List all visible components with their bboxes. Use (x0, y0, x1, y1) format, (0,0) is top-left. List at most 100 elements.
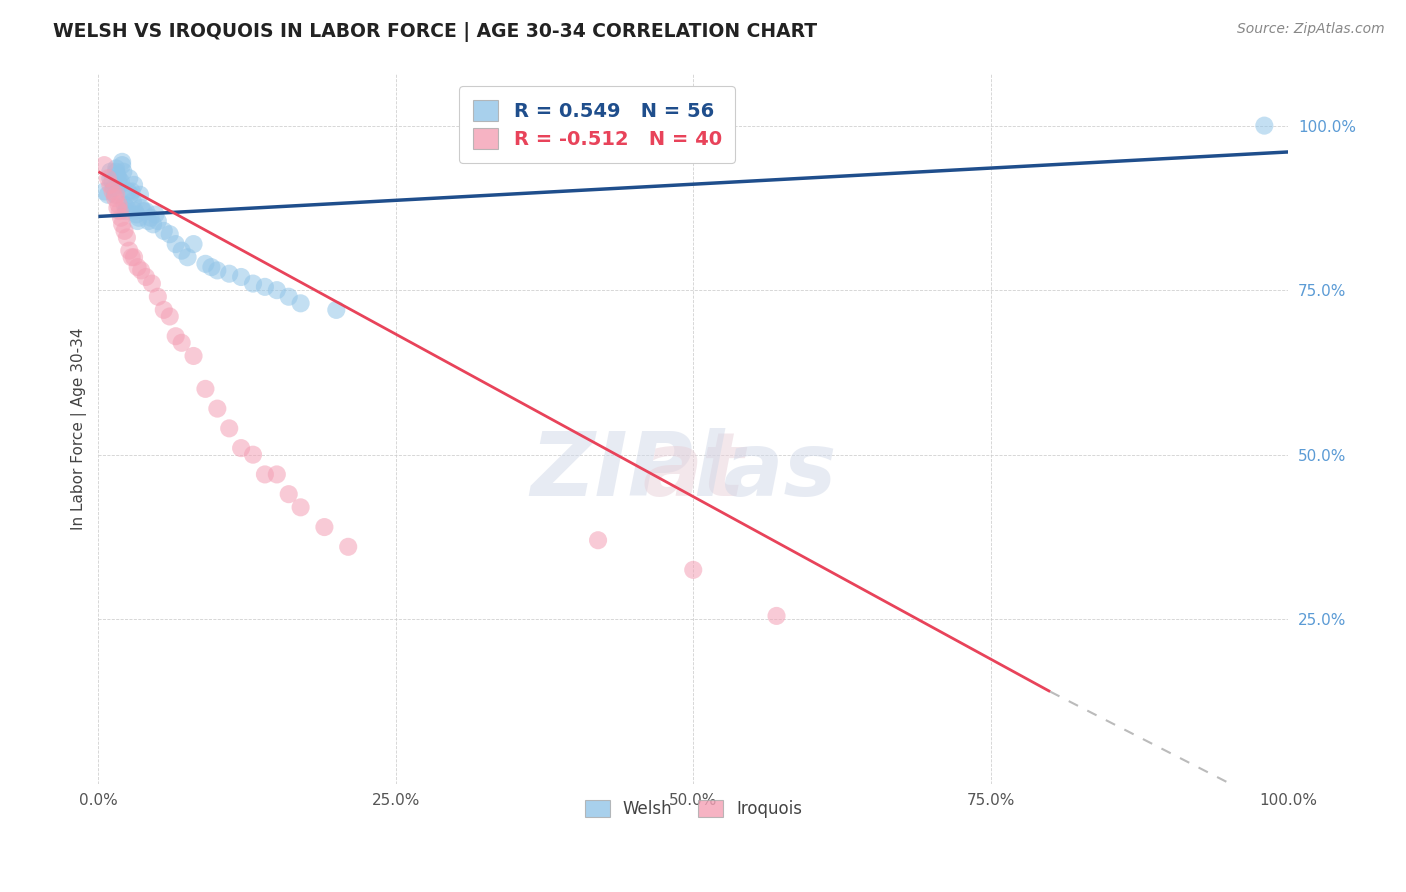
Point (200, 260, 222, 274)
Text: at: at (643, 427, 745, 515)
Point (114, 197, 136, 211)
Point (97, 171, 120, 186)
Point (132, 204, 155, 219)
Point (253, 280, 276, 294)
Point (105, 161, 128, 176)
Legend: Welsh, Iroquois: Welsh, Iroquois (578, 794, 808, 825)
Point (118, 171, 141, 186)
Point (253, 467, 276, 482)
Point (146, 290, 169, 304)
Point (159, 310, 181, 324)
Point (124, 204, 146, 219)
Point (108, 178, 131, 192)
Point (121, 185, 143, 199)
Point (218, 421, 240, 435)
Point (682, 563, 704, 577)
Point (121, 250, 143, 264)
Point (141, 277, 163, 291)
Point (104, 191, 127, 205)
Point (183, 237, 205, 252)
Point (129, 263, 152, 277)
Point (277, 487, 299, 501)
Point (218, 267, 240, 281)
Point (1253, 119, 1275, 133)
Point (105, 164, 128, 178)
Point (105, 201, 128, 215)
Point (139, 211, 162, 225)
Point (112, 164, 135, 178)
Point (170, 335, 193, 350)
Point (127, 260, 149, 274)
Y-axis label: In Labor Force | Age 30-34: In Labor Force | Age 30-34 (72, 327, 87, 530)
Point (242, 277, 264, 291)
Point (325, 302, 347, 317)
Point (93, 185, 115, 199)
Point (101, 185, 124, 199)
Point (105, 187, 128, 202)
Point (114, 204, 136, 219)
Point (314, 520, 336, 534)
Point (207, 263, 229, 277)
Point (146, 214, 169, 228)
Text: WELSH VS IROQUOIS IN LABOR FORCE | AGE 30-34 CORRELATION CHART: WELSH VS IROQUOIS IN LABOR FORCE | AGE 3… (53, 22, 817, 42)
Point (105, 168, 128, 182)
Point (337, 540, 360, 554)
Point (152, 302, 174, 317)
Point (229, 270, 252, 285)
Point (290, 296, 312, 310)
Point (104, 187, 127, 202)
Point (115, 230, 138, 244)
Point (122, 178, 145, 192)
Text: ZIP: ZIP (530, 427, 693, 515)
Point (290, 500, 312, 515)
Point (145, 207, 167, 221)
Point (129, 187, 152, 202)
Point (142, 218, 165, 232)
Point (110, 211, 132, 225)
Text: Source: ZipAtlas.com: Source: ZipAtlas.com (1237, 22, 1385, 37)
Point (165, 329, 187, 343)
Point (129, 201, 152, 215)
Point (111, 218, 134, 232)
Point (194, 382, 217, 396)
Point (114, 224, 136, 238)
Point (765, 608, 787, 623)
Point (586, 533, 609, 548)
Point (122, 250, 145, 264)
Point (266, 283, 288, 297)
Point (136, 214, 159, 228)
Point (98, 164, 121, 178)
Point (176, 250, 198, 264)
Point (125, 207, 148, 221)
Point (277, 290, 299, 304)
Point (135, 204, 157, 219)
Point (103, 181, 125, 195)
Point (135, 270, 157, 285)
Point (98, 171, 121, 186)
Point (107, 171, 129, 186)
Point (111, 154, 134, 169)
Point (98, 178, 121, 192)
Point (183, 349, 205, 363)
Text: las: las (693, 427, 837, 515)
Point (101, 175, 124, 189)
Point (97, 187, 120, 202)
Point (110, 175, 132, 189)
Point (118, 244, 141, 258)
Point (127, 214, 149, 228)
Point (266, 467, 288, 482)
Point (121, 194, 143, 209)
Point (242, 448, 264, 462)
Point (207, 401, 229, 416)
Point (120, 187, 142, 202)
Point (165, 237, 187, 252)
Point (115, 201, 138, 215)
Point (93, 158, 115, 172)
Point (152, 224, 174, 238)
Point (159, 227, 181, 242)
Point (229, 441, 252, 455)
Point (170, 244, 193, 258)
Point (194, 257, 217, 271)
Point (128, 211, 150, 225)
Point (107, 197, 129, 211)
